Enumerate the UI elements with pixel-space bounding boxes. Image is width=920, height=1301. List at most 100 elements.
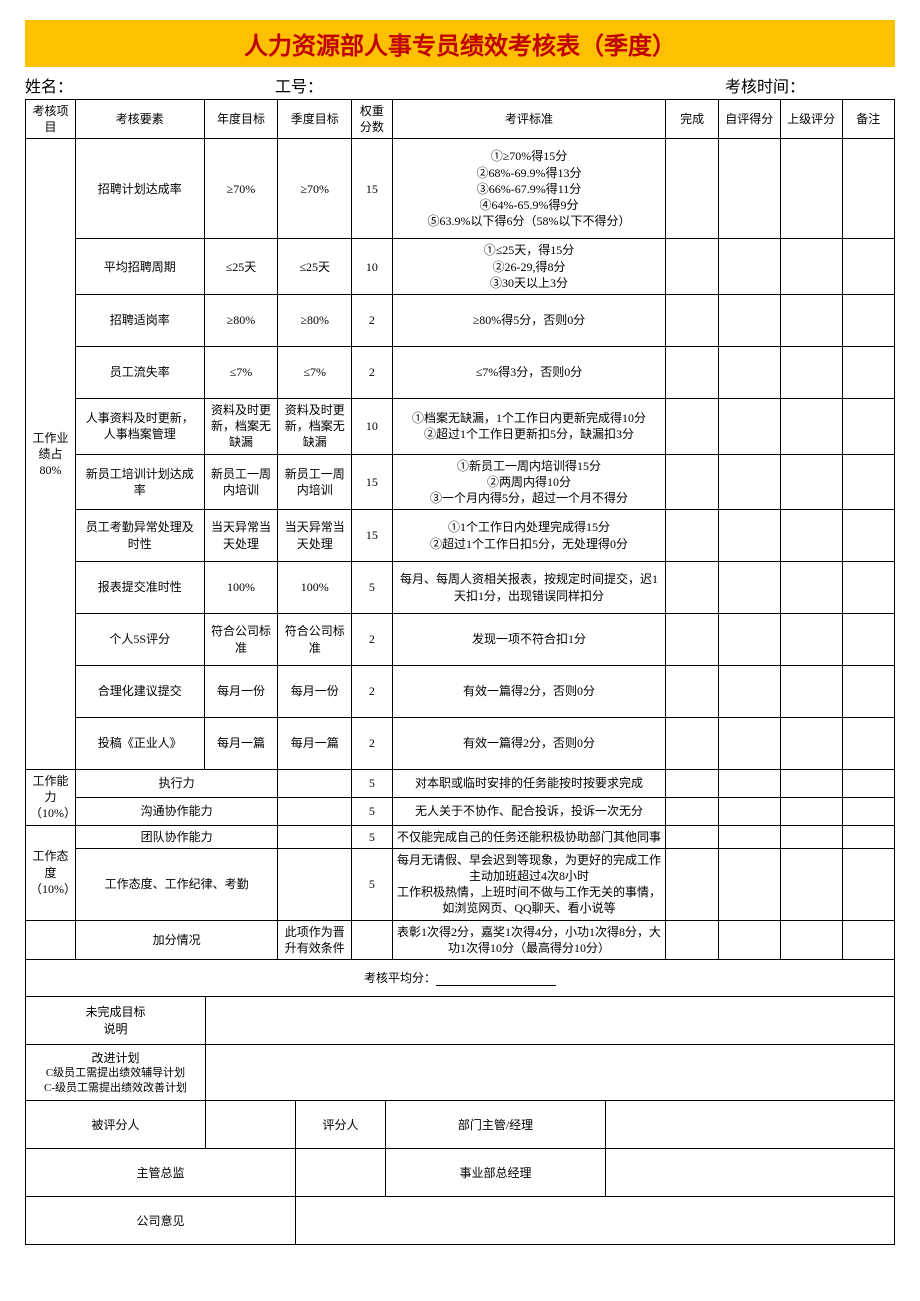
done-cell <box>666 346 718 398</box>
done-cell <box>666 614 718 666</box>
self-cell <box>718 562 780 614</box>
col-standard: 考评标准 <box>392 100 666 139</box>
ann-cell: 100% <box>204 562 278 614</box>
table-row: 员工流失率≤7%≤7%2≤7%得3分，否则0分 <box>26 346 895 398</box>
self-cell <box>718 510 780 562</box>
std-cell: 有效一篇得2分，否则0分 <box>392 666 666 718</box>
director-label: 主管总监 <box>26 1149 296 1197</box>
elem-cell: 平均招聘周期 <box>75 239 204 295</box>
supv-cell <box>780 239 842 295</box>
remark-cell <box>842 139 894 239</box>
remark-cell <box>842 239 894 295</box>
done-cell <box>666 454 718 510</box>
self-cell <box>718 139 780 239</box>
footer-row-sign1: 被评分人 评分人 部门主管/经理 <box>26 1101 895 1149</box>
self-cell <box>718 848 780 920</box>
table-row: 工作态度、工作纪律、考勤5每月无请假、早会迟到等现象，为更好的完成工作主动加班超… <box>26 848 895 920</box>
name-label: 姓名： <box>25 73 275 97</box>
remark-cell <box>842 825 894 848</box>
elem-cell: 投稿《正业人》 <box>75 718 204 770</box>
company-label: 公司意见 <box>26 1197 296 1245</box>
table-row: 招聘适岗率≥80%≥80%2≥80%得5分，否则0分 <box>26 294 895 346</box>
avg-cell: 考核平均分： <box>26 959 895 996</box>
bu-gm-value <box>606 1149 895 1197</box>
supv-cell <box>780 797 842 825</box>
plan-sub: C级员工需提出绩效辅导计划 C-级员工需提出绩效改善计划 <box>30 1066 201 1096</box>
qtr-cell: 当天异常当天处理 <box>278 510 352 562</box>
std-cell: 发现一项不符合扣1分 <box>392 614 666 666</box>
elem-cell: 招聘计划达成率 <box>75 139 204 239</box>
wt-cell: 15 <box>352 454 392 510</box>
col-element: 考核要素 <box>75 100 204 139</box>
ann-cell: 当天异常当天处理 <box>204 510 278 562</box>
footer-row-company: 公司意见 <box>26 1197 895 1245</box>
remark-cell <box>842 510 894 562</box>
supv-cell <box>780 666 842 718</box>
supv-cell <box>780 346 842 398</box>
wt-cell: 10 <box>352 239 392 295</box>
qtr-cell: 新员工一周内培训 <box>278 454 352 510</box>
avg-row: 考核平均分： <box>26 959 895 996</box>
remark-cell <box>842 398 894 454</box>
table-row: 工作能力（10%）执行力5对本职或临时安排的任务能按时按要求完成 <box>26 770 895 798</box>
done-cell <box>666 239 718 295</box>
group-attitude: 工作态度（10%） <box>26 825 76 920</box>
remark-cell <box>842 346 894 398</box>
elem-cell: 报表提交准时性 <box>75 562 204 614</box>
wt-cell: 15 <box>352 510 392 562</box>
remark-cell <box>842 614 894 666</box>
std-cell: ①新员工一周内培训得15分②两周内得10分③一个月内得5分，超过一个月不得分 <box>392 454 666 510</box>
remark-cell <box>842 920 894 959</box>
col-done: 完成 <box>666 100 718 139</box>
wt-cell: 2 <box>352 718 392 770</box>
table-row: 投稿《正业人》每月一篇每月一篇2有效一篇得2分，否则0分 <box>26 718 895 770</box>
wt-cell: 2 <box>352 614 392 666</box>
table-row: 新员工培训计划达成率新员工一周内培训新员工一周内培训15①新员工一周内培训得15… <box>26 454 895 510</box>
company-value <box>296 1197 895 1245</box>
remark-cell <box>842 562 894 614</box>
qtr-cell <box>278 797 352 825</box>
done-cell <box>666 825 718 848</box>
footer-row-sign2: 主管总监 事业部总经理 <box>26 1149 895 1197</box>
wt-cell: 2 <box>352 666 392 718</box>
std-cell: ≥80%得5分，否则0分 <box>392 294 666 346</box>
self-cell <box>718 294 780 346</box>
table-header-row: 考核项目 考核要素 年度目标 季度目标 权重分数 考评标准 完成 自评得分 上级… <box>26 100 895 139</box>
qtr-cell: 此项作为晋升有效条件 <box>278 920 352 959</box>
wt-cell: 5 <box>352 562 392 614</box>
self-cell <box>718 398 780 454</box>
table-row: 平均招聘周期≤25天≤25天10①≤25天，得15分②26-29,得8分③30天… <box>26 239 895 295</box>
qtr-cell: 资料及时更新，档案无缺漏 <box>278 398 352 454</box>
elem-cell: 执行力 <box>75 770 277 798</box>
wt-cell: 15 <box>352 139 392 239</box>
elem-cell: 工作态度、工作纪律、考勤 <box>75 848 277 920</box>
remark-cell <box>842 848 894 920</box>
footer-row-unfinished: 未完成目标 说明 <box>26 997 895 1045</box>
std-cell: ①1个工作日内处理完成得15分②超过1个工作日扣5分，无处理得0分 <box>392 510 666 562</box>
avg-line <box>436 985 556 986</box>
elem-cell: 团队协作能力 <box>75 825 277 848</box>
table-row: 工作业绩占80%招聘计划达成率≥70%≥70%15①≥70%得15分②68%-6… <box>26 139 895 239</box>
std-cell: 无人关于不协作、配合投诉，投诉一次无分 <box>392 797 666 825</box>
qtr-cell: 符合公司标准 <box>278 614 352 666</box>
done-cell <box>666 666 718 718</box>
elem-cell: 合理化建议提交 <box>75 666 204 718</box>
footer-row-plan: 改进计划 C级员工需提出绩效辅导计划 C-级员工需提出绩效改善计划 <box>26 1045 895 1101</box>
std-cell: ①档案无缺漏，1个工作日内更新完成得10分②超过1个工作日更新扣5分，缺漏扣3分 <box>392 398 666 454</box>
done-cell <box>666 797 718 825</box>
info-row: 姓名： 工号： 考核时间： <box>25 67 895 99</box>
supv-cell <box>780 562 842 614</box>
done-cell <box>666 562 718 614</box>
supv-cell <box>780 920 842 959</box>
table-row: 沟通协作能力5无人关于不协作、配合投诉，投诉一次无分 <box>26 797 895 825</box>
qtr-cell: ≤25天 <box>278 239 352 295</box>
wt-cell: 5 <box>352 825 392 848</box>
done-cell <box>666 398 718 454</box>
std-cell: 每月、每周人资相关报表，按规定时间提交，迟1天扣1分，出现错误同样扣分 <box>392 562 666 614</box>
supv-cell <box>780 294 842 346</box>
plan-label: 改进计划 C级员工需提出绩效辅导计划 C-级员工需提出绩效改善计划 <box>26 1045 206 1101</box>
qtr-cell: ≥80% <box>278 294 352 346</box>
ann-cell: 每月一份 <box>204 666 278 718</box>
qtr-cell: 每月一份 <box>278 666 352 718</box>
dept-mgr-value <box>606 1101 895 1149</box>
